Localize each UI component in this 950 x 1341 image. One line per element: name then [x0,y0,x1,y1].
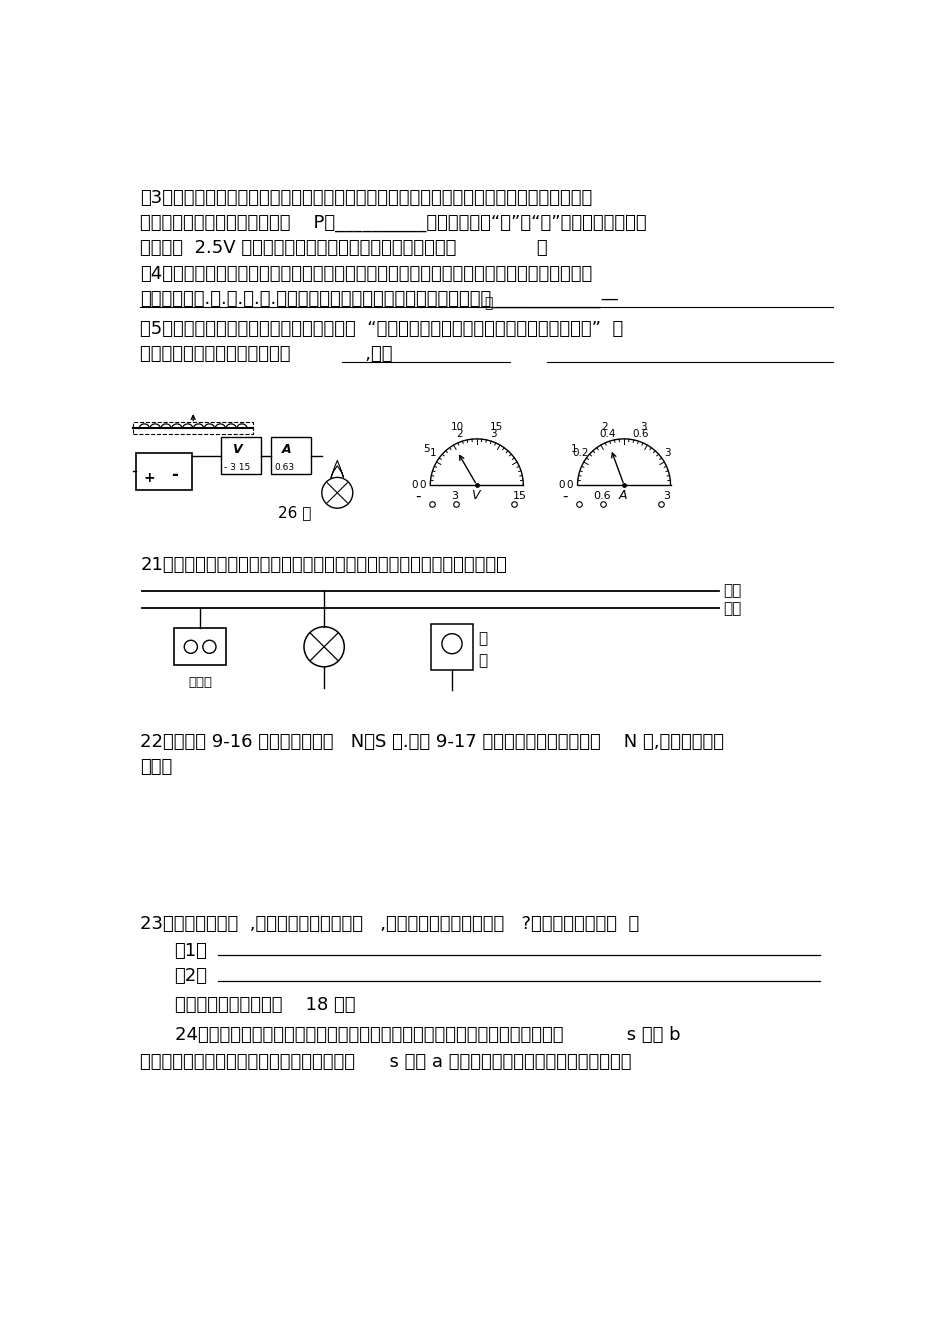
Text: 你能否利用身.边.的.物.品.替代滑动变阱器完成该实验，说出你的做法：____________—: 你能否利用身.边.的.物.品.替代滑动变阱器完成该实验，说出你的做法：_____… [141,290,619,308]
Text: V: V [471,489,480,503]
Text: 的绕法: 的绕法 [141,759,173,776]
Text: 四、简答与计算题（共    18 分）: 四、简答与计算题（共 18 分） [175,995,355,1014]
Text: 0.63: 0.63 [275,463,294,472]
Bar [133,422,253,434]
Text: 3: 3 [663,491,670,502]
Text: 量小灯泡的额定功率，应将滑片    P向__________端滑动（选填“左”或“右”）；直到使电压表: 量小灯泡的额定功率，应将滑片 P向__________端滑动（选填“左”或“右”… [141,215,647,232]
Text: 0.6: 0.6 [633,429,649,439]
Text: （4）某同学在实验中，不小心将滑动变阱器损坏（不能使用）了，一时又找不到其他变阱器。: （4）某同学在实验中，不小心将滑动变阱器损坏（不能使用）了，一时又找不到其他变阱… [141,266,593,283]
Text: 1: 1 [429,448,436,459]
Text: 时，照明灯亮、指示灯灯，避免指示灯费电；      s 合向 a 时，照明灯灯，指示灯亮，显示开关的: 时，照明灯亮、指示灯灯，避免指示灯费电； s 合向 a 时，照明灯灯，指示灯亮，… [141,1053,632,1070]
Text: 23、请你设想一下  ,假如没有电流的磁效应   ,我们的生活会有什么变化   ?写出两个合理场景  ：: 23、请你设想一下 ,假如没有电流的磁效应 ,我们的生活会有什么变化 ?写出两个… [141,915,639,933]
Text: 15: 15 [512,491,526,502]
Text: -: - [562,488,568,503]
Text: 小红的说法是否正确，为什么？             ,因为: 小红的说法是否正确，为什么？ ,因为 [141,345,393,363]
Text: 5: 5 [424,444,430,453]
Text: 10: 10 [451,421,465,432]
Bar [271,437,311,475]
Bar [431,624,473,670]
Text: （5）小红同学在实验结束与同学讨论时说：  “该实验电路也可以用来研究电流与电压的关系”  。: （5）小红同学在实验结束与同学讨论时说： “该实验电路也可以用来研究电流与电压的… [141,319,624,338]
Bar [174,629,226,665]
Text: 24、黑夜看不见开关的位置，为此小明设计了如图所示的电路。当单刀双掷开关           s 合向 b: 24、黑夜看不见开关的位置，为此小明设计了如图所示的电路。当单刀双掷开关 s 合… [175,1026,680,1043]
Text: 0.4: 0.4 [599,429,616,439]
Text: 2: 2 [457,429,464,439]
Text: -: - [415,488,421,503]
Text: 0: 0 [411,480,418,489]
Text: - 3 15: - 3 15 [224,463,251,472]
Text: 21、将图中的开关、螺丝口灯泡、插座接入家庭电路。要求开关控制灯泡。: 21、将图中的开关、螺丝口灯泡、插座接入家庭电路。要求开关控制灯泡。 [141,557,507,574]
Text: 0.2: 0.2 [572,448,588,459]
Text: 开: 开 [479,632,487,646]
Text: 3: 3 [665,448,672,459]
Text: 保险丝: 保险丝 [188,676,212,689]
Text: 26 题: 26 题 [277,506,311,520]
Text: +: + [143,471,155,485]
Text: 零线: 零线 [723,601,742,616]
Text: V: V [232,443,241,456]
Text: 0: 0 [566,480,573,489]
Text: 0: 0 [559,480,565,489]
Text: A: A [281,443,291,456]
Text: （3）故障排除后，闭合开关，移动滑动变阱器的滑片到某一点，电压表的示数如图所示，要测: （3）故障排除后，闭合开关，移动滑动变阱器的滑片到某一点，电压表的示数如图所示，… [141,189,593,207]
Text: 关: 关 [479,653,487,668]
Text: 1: 1 [571,444,578,453]
Text: 0.6: 0.6 [594,491,611,502]
Bar [136,453,192,489]
Text: 22、标出图 9-16 中通电螺线管的   N、S 极.在图 9-17 中，静止的小磁针黑端是    N 极,请画出螺旋管: 22、标出图 9-16 中通电螺线管的 N、S 极.在图 9-17 中，静止的小… [141,734,725,751]
Text: 。: 。 [484,296,493,310]
Text: A: A [618,489,627,503]
Text: -: - [171,467,178,484]
Text: （1）: （1） [175,941,207,960]
Text: 示数等于  2.5V 时，电流表示数如图所示，灯泡的额定功率是              。: 示数等于 2.5V 时，电流表示数如图所示，灯泡的额定功率是 。 [141,240,548,257]
Text: 3: 3 [640,421,647,432]
Text: 火线: 火线 [723,583,742,598]
Text: 2: 2 [601,421,608,432]
Text: 0: 0 [419,480,426,489]
Text: （2）: （2） [175,967,207,986]
Text: 3: 3 [490,429,497,439]
Text: 3: 3 [451,491,459,502]
Bar [221,437,261,475]
Text: 15: 15 [489,421,503,432]
